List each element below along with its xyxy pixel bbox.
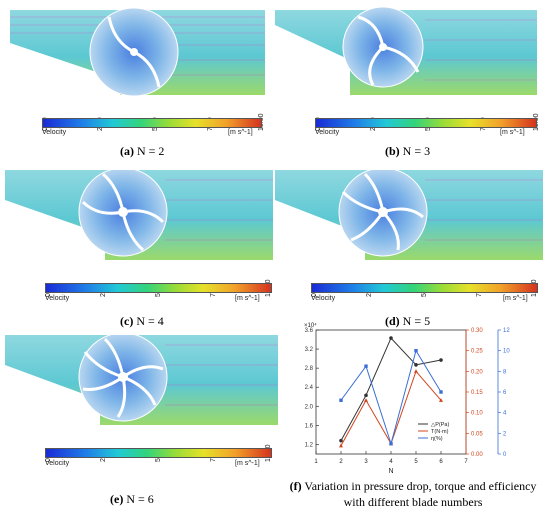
right2-tick-label: 12 <box>503 328 510 334</box>
colorbar-title-a: Velocity <box>42 129 67 136</box>
x-tick-label: 1 <box>314 459 318 465</box>
colorbar-b <box>315 118 537 128</box>
colorbar-e <box>45 448 272 458</box>
flow-field-a <box>10 7 265 97</box>
flow-field-e <box>5 335 278 425</box>
legend-entry: η(%) <box>431 436 443 442</box>
colorbar-title-e: Velocity <box>45 460 70 467</box>
data-point <box>364 364 368 368</box>
x-axis-label: N <box>388 468 393 475</box>
caption-d: (d) N = 5 <box>385 314 431 328</box>
colorbar-title-b: Velocity <box>315 129 340 136</box>
legend-entry: △P(Pa) <box>431 422 449 428</box>
colorbar-title-c: Velocity <box>45 295 70 302</box>
data-point <box>439 358 443 362</box>
right1-tick-label: 0.30 <box>471 328 483 334</box>
left-tick-label: 1.2 <box>305 442 314 448</box>
right1-tick-label: 0.00 <box>471 452 483 458</box>
legend-entry: T(N·m) <box>431 429 449 435</box>
x-tick-label: 6 <box>439 459 443 465</box>
right1-tick-label: 0.10 <box>471 411 483 417</box>
data-point <box>389 336 393 340</box>
data-point <box>389 441 393 446</box>
colorbar-unit-a: [m s^-1] <box>228 129 253 136</box>
panel-e: 0.00 2.50 5.00 7.50 10.00 Velocity [m s^… <box>5 335 280 506</box>
chart-f: 1 2 3 4 5 6 7N1.21.62.02.42.83.23.6×10⁴0.000.0… <box>304 322 510 475</box>
right2-tick-label: 2 <box>503 431 507 437</box>
panel-c: 0.00 2.50 5.00 7.50 10.00 Velocity [m s^… <box>5 170 275 335</box>
left-tick-label: 2.0 <box>305 404 314 410</box>
caption-a: (a) N = 2 <box>120 144 165 158</box>
chart-caption-f: (f) Variation in pressure drop, torque a… <box>289 479 537 509</box>
left-tick-label: 3.2 <box>305 347 314 353</box>
panel-a: 0.00 2.50 5.00 7.50 10.00 Velocity [m s^… <box>10 5 270 165</box>
x-tick-label: 7 <box>464 459 468 465</box>
colorbar-unit-e: [m s^-1] <box>235 460 260 467</box>
flow-field-d <box>275 170 543 260</box>
data-point <box>339 443 343 448</box>
left-tick-label: 3.6 <box>305 328 314 334</box>
right2-tick-label: 4 <box>503 411 507 417</box>
caption-c: (c) N = 4 <box>120 314 164 328</box>
left-axis-exponent: ×10⁴ <box>304 322 317 329</box>
colorbar-a <box>42 118 262 128</box>
panel-d: 0.00 2.50 5.00 7.50 10.00 Velocity [m s^… <box>275 170 545 335</box>
plot-frame <box>315 329 467 455</box>
series-line <box>340 370 442 446</box>
right2-tick-label: 6 <box>503 390 507 396</box>
x-tick-label: 4 <box>389 459 393 465</box>
data-point <box>414 348 418 353</box>
right2-tick-label: 10 <box>503 349 510 355</box>
data-point <box>414 363 418 367</box>
flow-field-c <box>5 170 273 260</box>
colorbar-unit-b: [m s^-1] <box>500 129 525 136</box>
colorbar-unit-c: [m s^-1] <box>235 295 260 302</box>
caption-b: (b) N = 3 <box>385 144 431 158</box>
left-tick-label: 2.4 <box>305 385 314 391</box>
right1-tick-label: 0.20 <box>471 369 483 375</box>
colorbar-c <box>45 283 272 293</box>
data-point <box>439 390 443 394</box>
right2-tick-label: 8 <box>503 369 507 375</box>
left-tick-label: 1.6 <box>305 423 314 429</box>
panel-b: 0.00 2.50 5.00 7.50 10.00 Velocity [m s^… <box>275 5 540 165</box>
data-point <box>414 369 418 373</box>
data-point <box>339 398 343 402</box>
right1-tick-label: 0.05 <box>471 431 483 437</box>
x-tick-label: 3 <box>364 459 368 465</box>
colorbar-unit-d: [m s^-1] <box>503 295 528 302</box>
right1-tick-label: 0.25 <box>471 349 483 355</box>
data-point <box>439 398 443 402</box>
x-tick-label: 2 <box>339 459 343 465</box>
flow-field-b <box>275 6 537 95</box>
data-point <box>364 393 368 398</box>
data-point <box>364 398 368 402</box>
x-tick-label: 5 <box>414 459 418 465</box>
series-line <box>340 349 442 446</box>
colorbar-title-d: Velocity <box>311 295 336 302</box>
colorbar-d <box>311 283 538 293</box>
series-line <box>340 337 442 441</box>
right2-tick-label: 0 <box>503 452 507 458</box>
right1-tick-label: 0.15 <box>471 390 483 396</box>
left-tick-label: 2.8 <box>305 366 314 372</box>
caption-e: (e) N = 6 <box>110 492 154 506</box>
data-point <box>339 438 343 443</box>
